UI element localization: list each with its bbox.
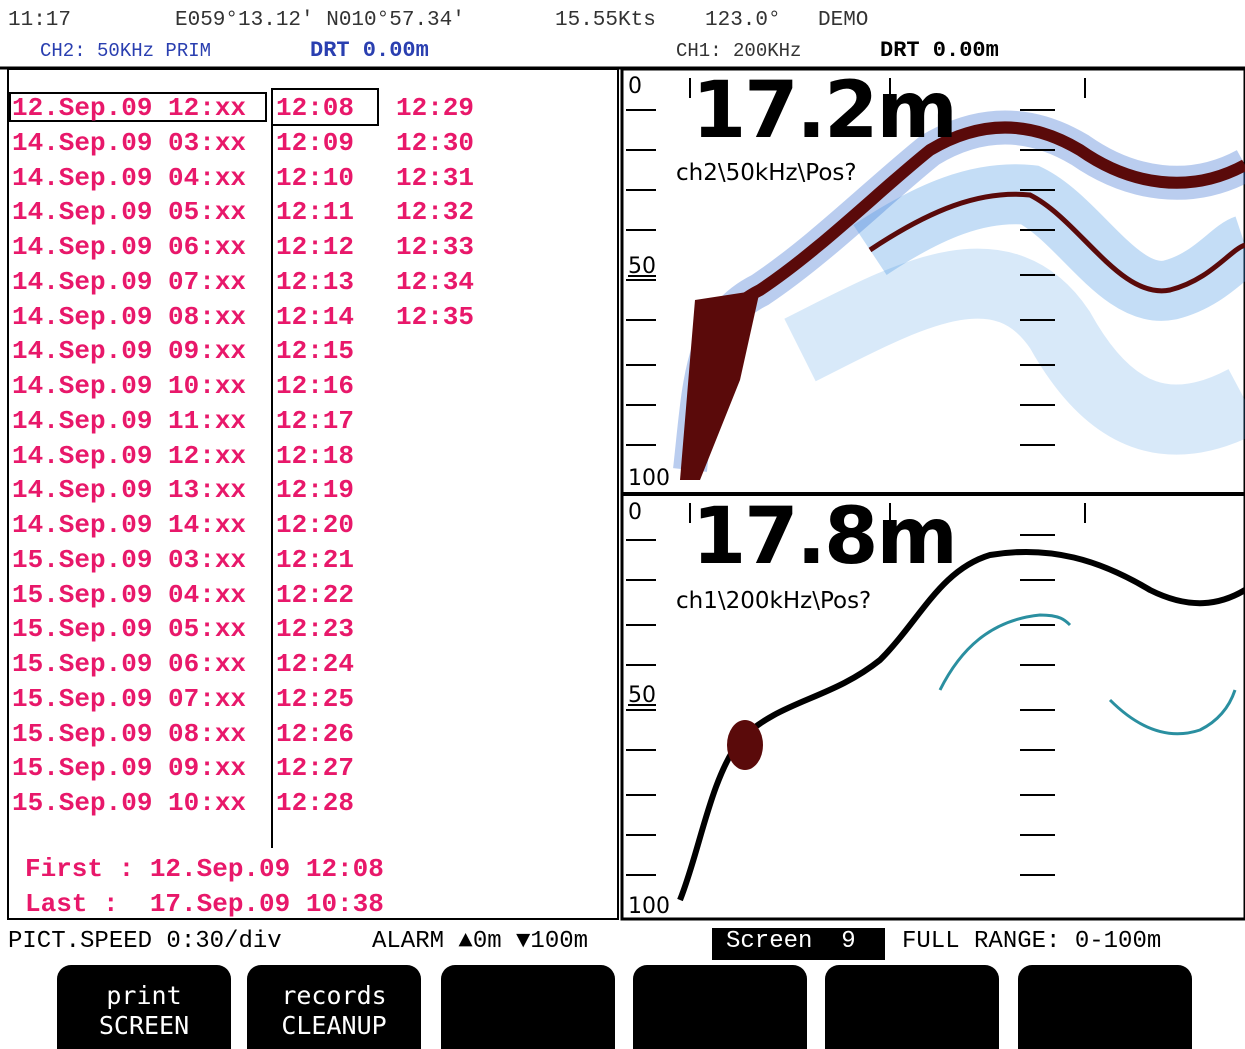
softkey-label: CLEANUP <box>281 1011 387 1040</box>
record-entry[interactable]: 12:33 <box>396 232 475 262</box>
record-entry[interactable]: 14.Sep.09 13:xx <box>12 475 247 506</box>
position: E059°13.12′ N010°57.34′ <box>175 9 465 32</box>
softkey[interactable]: print SCREEN <box>57 965 231 1049</box>
record-entry[interactable]: 15.Sep.09 09:xx <box>12 753 247 784</box>
pict-speed: PICT.SPEED 0:30/div <box>8 928 282 955</box>
softkey-label: records <box>281 981 387 1010</box>
record-entry[interactable]: 14.Sep.09 12:xx <box>12 440 247 471</box>
first-record: First : 12.Sep.09 12:08 <box>25 854 384 884</box>
record-entry[interactable]: 12:12 <box>276 232 355 262</box>
record-entry[interactable]: 12:13 <box>276 266 355 297</box>
scale-label: 100 <box>628 466 670 491</box>
record-entry[interactable]: 12:25 <box>276 683 355 714</box>
record-entry[interactable]: 12:29 <box>396 93 475 123</box>
channel-label: ch1\200kHz\Pos? <box>676 588 872 614</box>
ch2-label: CH2: 50KHz PRIM <box>40 40 212 62</box>
record-entry[interactable]: 15.Sep.09 10:xx <box>12 788 247 818</box>
softkey[interactable] <box>441 965 615 1049</box>
record-entry[interactable]: 15.Sep.09 06:xx <box>12 649 247 679</box>
channel-label: ch2\50kHz\Pos? <box>676 160 857 186</box>
softkey[interactable] <box>633 965 807 1049</box>
record-entry[interactable]: 12:15 <box>276 336 355 367</box>
record-entry[interactable]: 12:24 <box>276 649 355 679</box>
softkey[interactable] <box>1018 965 1192 1049</box>
record-entry[interactable]: 12:35 <box>396 301 475 332</box>
record-entry[interactable]: 12:20 <box>276 510 355 540</box>
record-entry[interactable]: 12:16 <box>276 371 355 401</box>
ch1-label: CH1: 200KHz <box>676 40 802 62</box>
record-entry[interactable]: 12:10 <box>276 162 355 193</box>
record-entry[interactable]: 15.Sep.09 03:xx <box>12 544 247 575</box>
time: 11:17 <box>8 9 72 32</box>
record-entry[interactable]: 14.Sep.09 09:xx <box>12 336 247 367</box>
scale-label: 0 <box>628 74 642 99</box>
depth-reading: 17.8m <box>692 492 958 582</box>
record-entry[interactable]: 14.Sep.09 06:xx <box>12 232 247 262</box>
record-entry[interactable]: 12:30 <box>396 127 475 158</box>
record-entry[interactable]: 12:18 <box>276 440 355 471</box>
record-entry[interactable]: 14.Sep.09 14:xx <box>12 510 247 540</box>
softkey[interactable] <box>825 965 999 1049</box>
record-entry[interactable]: 12.Sep.09 12:xx <box>12 93 247 123</box>
softkey-label: print <box>106 981 182 1010</box>
record-entry[interactable]: 14.Sep.09 10:xx <box>12 371 247 401</box>
range: FULL RANGE: 0-100m <box>902 928 1162 955</box>
last-record: Last : 17.Sep.09 10:38 <box>25 889 384 919</box>
record-entry[interactable]: 12:21 <box>276 544 355 575</box>
record-entry[interactable]: 15.Sep.09 05:xx <box>12 614 247 645</box>
ch2-drt: DRT 0.00m <box>310 38 429 63</box>
record-entry[interactable]: 15.Sep.09 04:xx <box>12 579 247 610</box>
record-entry[interactable]: 12:17 <box>276 405 355 436</box>
record-entry[interactable]: 14.Sep.09 08:xx <box>12 301 247 332</box>
record-entry[interactable]: 12:19 <box>276 475 355 506</box>
screen-number: Screen 9 <box>726 928 856 955</box>
record-entry[interactable]: 15.Sep.09 08:xx <box>12 718 247 749</box>
alarm: ALARM ▲0m ▼100m <box>372 928 589 955</box>
record-entry[interactable]: 12:26 <box>276 718 355 749</box>
speed: 15.55Kts <box>555 9 656 32</box>
depth-ticks <box>626 78 1086 876</box>
record-entry[interactable]: 12:27 <box>276 753 355 784</box>
record-entry[interactable]: 12:32 <box>396 197 475 228</box>
record-entry[interactable]: 12:34 <box>396 266 475 297</box>
mode: DEMO <box>818 9 869 32</box>
record-entry[interactable]: 12:23 <box>276 614 355 645</box>
scale-label: 100 <box>628 894 670 919</box>
record-entry[interactable]: 12:14 <box>276 301 355 332</box>
record-entry[interactable]: 12:08 <box>276 93 355 123</box>
record-entry[interactable]: 15.Sep.09 07:xx <box>12 683 247 714</box>
heading: 123.0° <box>705 9 781 32</box>
bottom-echogram <box>677 548 1245 902</box>
scale-label: 0 <box>628 500 642 525</box>
record-entry[interactable]: 12:11 <box>276 197 355 228</box>
depth-reading: 17.2m <box>692 66 958 156</box>
top-echogram <box>673 110 1245 480</box>
softkey-label: SCREEN <box>98 1011 190 1040</box>
record-entry[interactable]: 14.Sep.09 11:xx <box>12 405 247 436</box>
record-entry[interactable]: 12:22 <box>276 579 355 610</box>
record-entry[interactable]: 14.Sep.09 07:xx <box>12 266 247 297</box>
ch1-drt: DRT 0.00m <box>880 38 999 63</box>
record-entry[interactable]: 14.Sep.09 04:xx <box>12 162 247 193</box>
record-entry[interactable]: 14.Sep.09 03:xx <box>12 127 247 158</box>
record-entry[interactable]: 12:31 <box>396 162 475 193</box>
record-entry[interactable]: 14.Sep.09 05:xx <box>12 197 247 228</box>
scale-label: 50 <box>628 254 656 279</box>
record-entry[interactable]: 12:28 <box>276 788 355 818</box>
softkey[interactable]: records CLEANUP <box>247 965 421 1049</box>
scale-label: 50 <box>628 683 656 708</box>
record-entry[interactable]: 12:09 <box>276 127 355 158</box>
